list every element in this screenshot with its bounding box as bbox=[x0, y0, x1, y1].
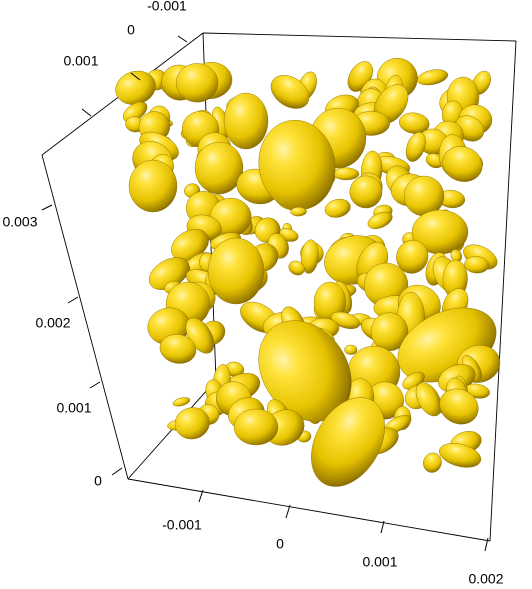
y-axis-tick-mark bbox=[81, 108, 92, 117]
box-edge-right-vertical bbox=[489, 40, 517, 542]
y-axis-tick-label: 0 bbox=[127, 22, 135, 38]
y-axis-tick-mark bbox=[177, 35, 188, 43]
ellipsoid bbox=[223, 92, 269, 150]
x-axis-tick-mark bbox=[380, 520, 385, 534]
x-axis-tick-mark bbox=[484, 537, 489, 552]
ellipsoid bbox=[416, 69, 449, 86]
box-edge-left-vertical bbox=[41, 154, 129, 480]
x-axis-tick-label: -0.001 bbox=[162, 517, 202, 533]
ellipsoid bbox=[270, 75, 310, 109]
ellipsoid bbox=[439, 443, 482, 468]
ellipsoid bbox=[439, 388, 479, 425]
ellipsoid-cloud bbox=[115, 57, 501, 487]
ellipsoid bbox=[290, 206, 307, 217]
ellipsoid bbox=[367, 211, 393, 229]
axis-ticks: -0.001 0 0.001 0.002 -0.001 0 0.001 0 0.001 0.002… bbox=[2, 0, 503, 587]
ellipsoid bbox=[207, 237, 265, 305]
x-axis-tick-label: 0 bbox=[276, 536, 284, 552]
ellipsoid bbox=[423, 452, 442, 473]
x-axis-tick-mark bbox=[285, 504, 291, 519]
ellipsoid bbox=[442, 146, 483, 182]
z-axis-tick-label: 0.001 bbox=[56, 400, 91, 416]
ellipsoid bbox=[398, 112, 430, 134]
ellipsoid bbox=[324, 198, 351, 218]
box-edge-front-bottom bbox=[127, 478, 491, 542]
ellipsoid bbox=[344, 344, 358, 355]
ellipsoid bbox=[175, 63, 219, 103]
ellipsoid bbox=[174, 407, 210, 440]
ellipsoid bbox=[159, 334, 197, 364]
z-axis-tick-label: 0.003 bbox=[2, 214, 37, 230]
z-axis-tick-mark bbox=[67, 296, 79, 304]
ellipsoid bbox=[396, 240, 429, 274]
ellipsoid bbox=[300, 239, 319, 274]
ellipsoid bbox=[370, 312, 409, 351]
ellipsoid bbox=[233, 408, 279, 446]
z-axis-tick-mark bbox=[111, 467, 123, 476]
z-axis-tick-mark bbox=[41, 204, 53, 211]
ellipsoid bbox=[332, 167, 360, 181]
z-axis-tick-label: 0.002 bbox=[35, 315, 70, 331]
ellipsoid bbox=[128, 159, 178, 213]
ellipsoid bbox=[311, 397, 385, 487]
ellipsoid bbox=[464, 256, 489, 274]
x-axis-tick-label: 0.001 bbox=[362, 554, 397, 570]
z-axis-tick-label: 0 bbox=[94, 473, 102, 489]
y-axis-tick-mark bbox=[130, 72, 141, 81]
x-axis-tick-mark bbox=[198, 489, 204, 503]
ellipsoid bbox=[288, 260, 305, 276]
y-axis-tick-label: 0.001 bbox=[63, 53, 98, 69]
z-axis-tick-mark bbox=[89, 381, 101, 389]
box-edge-back-top bbox=[202, 32, 517, 42]
ellipsoid bbox=[415, 382, 442, 417]
ellipsoid bbox=[194, 141, 244, 195]
ellipsoid bbox=[349, 175, 383, 209]
x-axis-tick-label: 0.002 bbox=[468, 571, 503, 587]
ellipsoid bbox=[172, 397, 191, 407]
ellipsoid bbox=[405, 132, 426, 162]
y-axis-tick-label: -0.001 bbox=[147, 0, 187, 14]
